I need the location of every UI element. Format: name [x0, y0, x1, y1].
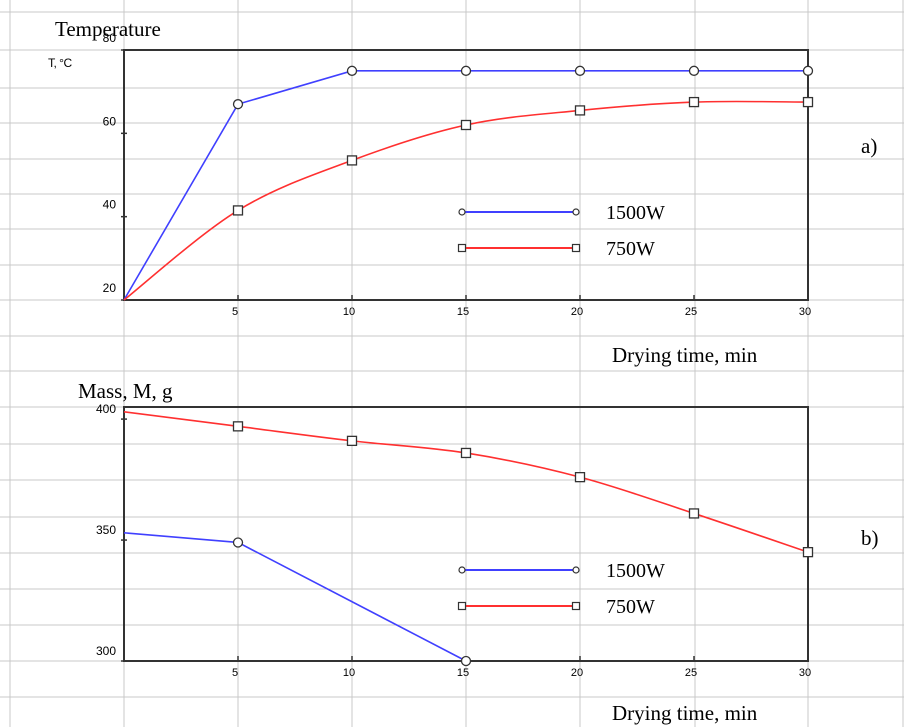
mass-plot: 5 10 15 20 25 30 300 350 400 1500W 750W	[96, 402, 814, 679]
temperature-plot: 5 10 15 20 25 30 20 40 60 80 1500W 750W	[103, 31, 814, 318]
data-point-1500W	[688, 65, 700, 76]
y-tick-label: 300	[96, 644, 116, 658]
data-point-1500W	[232, 537, 244, 548]
x-tick-label: 10	[343, 667, 355, 679]
data-point-750W	[346, 155, 358, 166]
series-line-1500W	[123, 531, 467, 662]
data-point-1500W	[802, 65, 814, 76]
data-point-1500W	[346, 65, 358, 76]
panel-a-title: Temperature	[55, 17, 161, 41]
legend-label-1500W: 1500W	[606, 560, 665, 582]
panel-b-label: b)	[861, 526, 879, 550]
x-tick-label: 20	[571, 667, 583, 679]
data-point-1500W	[574, 65, 586, 76]
panel-b-y-axis-label: Mass, M, g	[78, 379, 173, 403]
panel-a-x-axis-label: Drying time, min	[612, 343, 758, 367]
data-point-750W	[688, 508, 700, 519]
legend-marker-750W	[457, 601, 467, 611]
legend-label-750W: 750W	[606, 238, 655, 260]
legend-label-750W: 750W	[606, 596, 655, 618]
data-point-750W	[460, 119, 472, 131]
panel-b-x-axis-label: Drying time, min	[612, 701, 758, 725]
data-point-750W	[232, 421, 244, 432]
legend-marker-1500W	[572, 208, 580, 216]
data-point-750W	[574, 472, 586, 483]
x-tick-label: 10	[343, 306, 355, 318]
panel-a-label: a)	[861, 134, 877, 158]
x-tick-label: 30	[799, 667, 811, 679]
data-point-750W	[802, 96, 814, 108]
data-point-750W	[802, 546, 814, 558]
legend-marker-1500W	[458, 566, 466, 574]
y-tick-label: 20	[103, 281, 117, 295]
legend-marker-1500W	[572, 566, 580, 574]
legend-marker-1500W	[458, 208, 466, 216]
legend-marker-750W	[571, 601, 581, 611]
data-point-750W	[232, 205, 244, 216]
data-point-750W	[574, 105, 586, 116]
x-tick-label: 15	[457, 306, 469, 318]
panel-a-y-axis-label: T, °C	[48, 56, 72, 70]
x-tick-label: 25	[685, 667, 697, 679]
data-point-750W	[460, 447, 472, 459]
y-tick-label: 60	[103, 114, 117, 128]
x-tick-label: 15	[457, 667, 469, 679]
y-tick-label: 40	[103, 198, 117, 212]
data-point-1500W	[460, 65, 472, 76]
y-tick-label: 80	[103, 31, 117, 45]
y-tick-label: 350	[96, 523, 116, 537]
x-tick-label: 5	[232, 306, 238, 318]
temperature-panel: Temperature T, °C a) Drying time, min 5 1…	[48, 17, 877, 367]
y-tick-label: 400	[96, 402, 116, 416]
data-point-750W	[346, 435, 358, 447]
x-tick-label: 30	[799, 306, 811, 318]
data-point-1500W	[460, 655, 472, 667]
mass-panel: Mass, M, g b) Drying time, min 5 10 15 20 25…	[78, 379, 879, 725]
legend-label-1500W: 1500W	[606, 202, 665, 224]
legend-marker-750W	[571, 243, 581, 253]
x-tick-label: 25	[685, 306, 697, 318]
x-tick-label: 5	[232, 667, 238, 679]
legend-marker-750W	[457, 243, 467, 253]
data-point-750W	[688, 96, 700, 108]
data-point-1500W	[232, 99, 244, 110]
x-tick-label: 20	[571, 306, 583, 318]
